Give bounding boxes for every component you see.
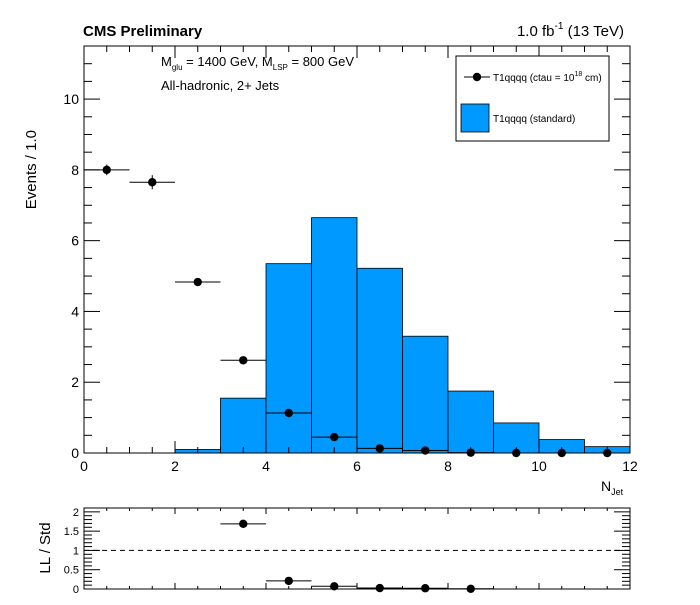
selection-annotation: All-hadronic, 2+ Jets	[161, 78, 280, 93]
main-y-axis-title: Events / 1.0	[23, 130, 40, 209]
ratio-y-tick-label: 2	[73, 507, 79, 519]
luminosity-value: 1.0 fb	[517, 23, 555, 40]
legend-points-label: T1qqqq (ctau = 1018 cm)	[493, 71, 602, 84]
x-tick-label: 6	[353, 458, 361, 474]
x-tick-label: 12	[622, 458, 638, 474]
histogram-bin	[402, 335, 449, 454]
y-tick-label: 2	[71, 374, 79, 390]
y-tick-label: 4	[71, 303, 79, 319]
histogram-bin	[356, 267, 403, 454]
main-x-axis-title: NJet	[601, 478, 624, 497]
histogram-bin	[311, 217, 358, 454]
x-tick-label: 2	[171, 458, 179, 474]
histogram-bin	[265, 263, 312, 454]
legend-hist-swatch	[460, 103, 490, 133]
legend-points-marker	[472, 72, 482, 82]
energy-label: (13 TeV)	[563, 23, 624, 40]
luminosity-unit-exponent: -1	[555, 21, 564, 32]
ratio-plot: 0 0.5 1 1.5 2 LL / Std	[37, 507, 631, 596]
ratio-y-tick-label: 1.5	[64, 526, 79, 538]
mass-glu-subscript: glu	[172, 63, 183, 72]
mass-glu-value: = 1400 GeV, M	[183, 54, 273, 69]
experiment-label: CMS Preliminary	[83, 23, 203, 40]
x-tick-label: 4	[262, 458, 270, 474]
mass-annotation: Mglu = 1400 GeV, MLSP = 800 GeV	[161, 54, 354, 72]
x-tick-label: 10	[531, 458, 547, 474]
ratio-axes: 0 0.5 1 1.5 2	[64, 507, 631, 596]
ratio-y-tick-label: 1	[73, 545, 79, 557]
x-axis-subscript: Jet	[611, 487, 624, 497]
ratio-y-tick-label: 0.5	[64, 565, 79, 577]
data-point	[284, 408, 293, 418]
y-tick-label: 6	[71, 233, 79, 249]
ratio-plot-frame	[83, 507, 631, 590]
ratio-points-series	[220, 519, 494, 594]
legend-hist-label: T1qqqq (standard)	[493, 114, 575, 125]
y-tick-label: 8	[71, 162, 79, 178]
data-point	[148, 178, 157, 187]
data-point	[193, 277, 202, 287]
ratio-y-tick-label: 0	[73, 584, 79, 596]
mass-lsp-subscript: LSP	[273, 63, 288, 72]
legend: T1qqqq (ctau = 1018 cm) T1qqqq (standard…	[455, 55, 610, 142]
legend-points-unit: cm)	[582, 73, 601, 84]
y-tick-label: 10	[63, 91, 79, 107]
histogram-bin	[220, 397, 267, 454]
luminosity-label: 1.0 fb-1 (13 TeV)	[517, 21, 624, 40]
data-point	[330, 432, 339, 442]
x-tick-label: 0	[80, 458, 88, 474]
y-tick-label: 0	[71, 445, 79, 461]
data-point	[102, 165, 111, 175]
legend-points-exponent: 18	[574, 71, 582, 78]
ratio-y-axis-title: LL / Std	[37, 522, 54, 573]
histogram-series	[174, 217, 631, 454]
main-axes: 0 2 4 6 8 10 12 0 2 4 6 8 10	[63, 45, 638, 474]
mass-lsp-value: = 800 GeV	[288, 54, 354, 69]
x-tick-label: 8	[444, 458, 452, 474]
main-plot: 0 2 4 6 8 10 12 0 2 4 6 8 10 Mglu = 1400 GeV, MLSP =…	[23, 45, 638, 497]
histogram-bin	[447, 390, 494, 454]
data-point	[239, 356, 248, 365]
ratio-point	[239, 519, 248, 529]
ratio-point	[284, 576, 293, 586]
